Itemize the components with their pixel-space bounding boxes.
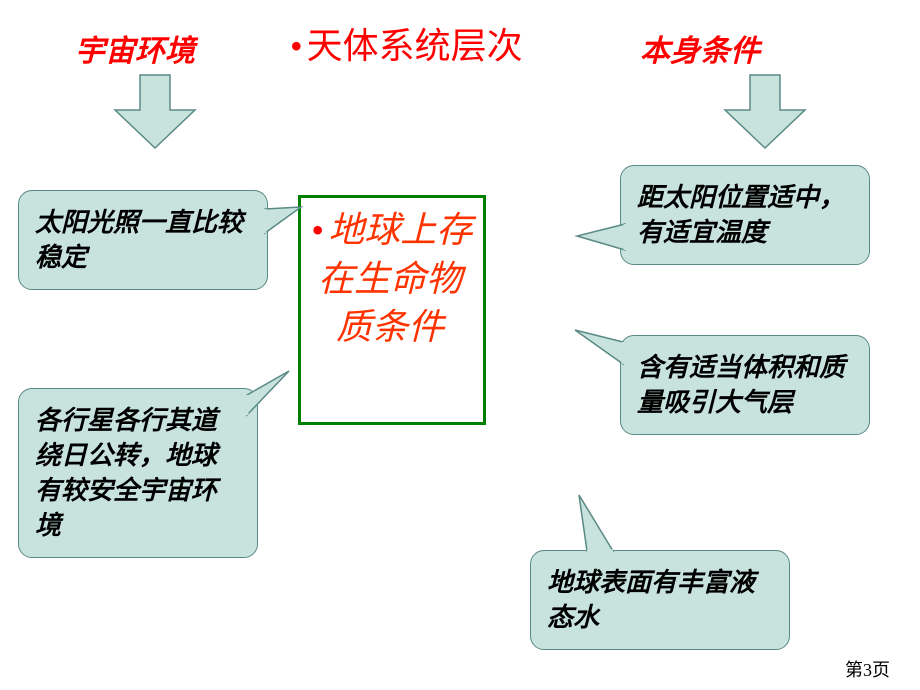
- bullet-icon: •: [290, 26, 303, 66]
- page-number: 第3页: [845, 656, 890, 682]
- page-number-text: 第3页: [845, 660, 890, 680]
- center-box: • 地球上存在生命物质条件: [298, 195, 486, 425]
- callout-tail-icon: [263, 203, 303, 243]
- header-right-text: 本身条件: [640, 35, 760, 68]
- callout-tail-icon: [573, 218, 628, 258]
- callout-left-top: 太阳光照一直比较稳定: [18, 190, 268, 290]
- title: •天体系统层次: [290, 25, 550, 68]
- callout-text: 含有适当体积和质量吸引大气层: [637, 353, 845, 417]
- arrow-down-icon: [110, 70, 200, 150]
- callout-text: 各行星各行其道绕日公转，地球有较安全宇宙环境: [35, 406, 217, 540]
- arrow-down-icon: [720, 70, 810, 150]
- callout-right-top: 距太阳位置适中，有适宜温度: [620, 165, 870, 265]
- callout-tail-icon: [575, 493, 625, 555]
- center-text: 地球上存在生命物质条件: [318, 210, 472, 347]
- arrow-down-right: [720, 70, 810, 150]
- callout-left-bottom: 各行星各行其道绕日公转，地球有较安全宇宙环境: [18, 388, 258, 558]
- callout-right-mid: 含有适当体积和质量吸引大气层: [620, 335, 870, 435]
- callout-text: 距太阳位置适中，有适宜温度: [637, 183, 845, 247]
- bullet-icon: •: [311, 206, 324, 255]
- title-text: 天体系统层次: [307, 26, 523, 66]
- callout-right-bottom: 地球表面有丰富液态水: [530, 550, 790, 650]
- header-right: 本身条件: [640, 26, 760, 70]
- header-left-text: 宇宙环境: [75, 35, 195, 68]
- callout-text: 地球表面有丰富液态水: [547, 568, 755, 632]
- arrow-down-left: [110, 70, 200, 150]
- callout-text: 太阳光照一直比较稳定: [35, 208, 243, 272]
- callout-tail-icon: [571, 328, 627, 372]
- callout-tail-icon: [245, 369, 295, 419]
- header-left: 宇宙环境: [75, 26, 195, 70]
